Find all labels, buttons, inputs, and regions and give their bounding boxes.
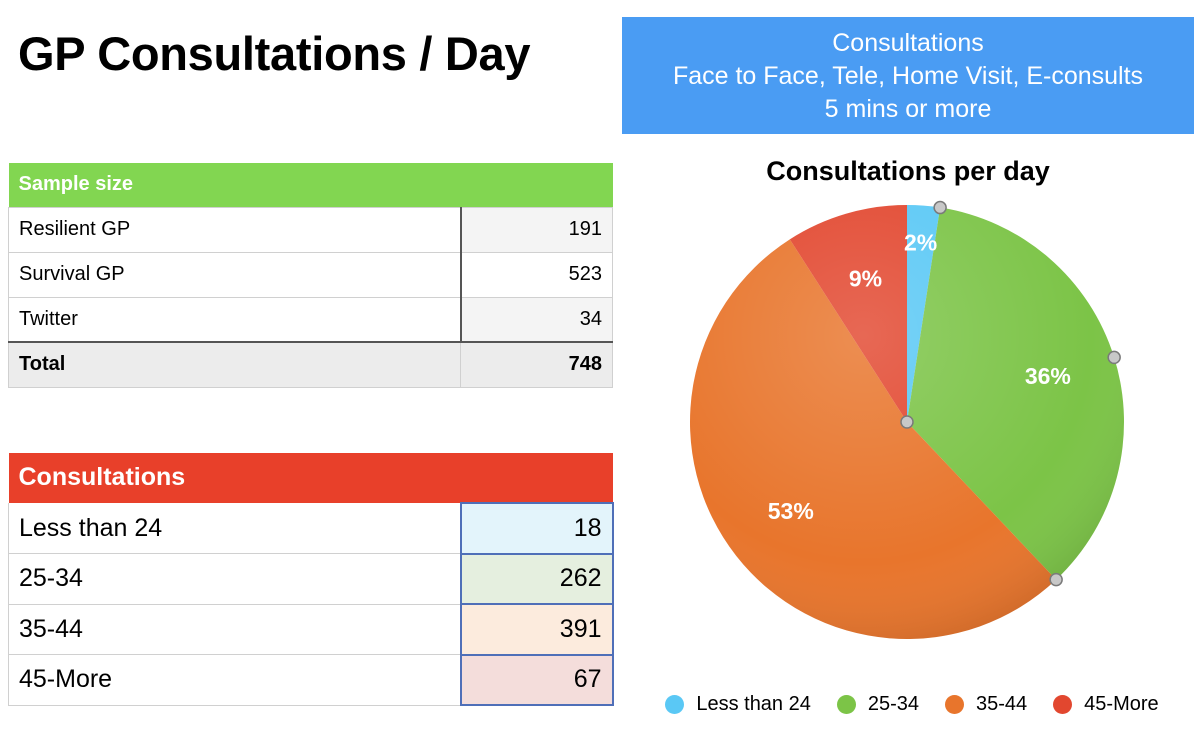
chart-title: Consultations per day [766,156,1050,186]
row-value: 262 [459,552,614,605]
row-label: 45-More [8,654,461,706]
row-label: 35-44 [8,604,461,655]
chart-legend: Less than 24 25-34 35-44 45-More [652,690,1172,718]
legend-swatch [836,694,856,714]
pie-label-25-34: 36% [1025,363,1071,389]
info-line: Consultations [832,29,984,57]
legend-label: 45-More [1084,692,1159,715]
table-row: Resilient GP 191 [8,206,614,253]
selection-handle[interactable] [1049,572,1063,587]
selection-handle[interactable] [933,200,947,215]
info-line: 5 mins or more [824,95,992,123]
row-value: 523 [460,251,614,298]
legend-label: 25-34 [867,692,920,715]
legend-swatch [1053,694,1073,714]
table-row: Less than 24 18 [8,502,614,555]
sample-size-header: Sample size [8,163,613,207]
selection-handle[interactable] [1107,350,1121,365]
page-title: GP Consultations / Day [18,27,531,80]
legend-label: Less than 24 [696,692,811,715]
total-label: Total [8,341,461,388]
row-label: Resilient GP [8,206,462,253]
row-label: Twitter [8,296,462,343]
pie-label-35-44: 53% [768,498,814,524]
consultations-header: Consultations [8,453,613,503]
row-label: 25-34 [8,553,461,605]
table-row: 45-More 67 [8,653,614,706]
total-value: 748 [460,341,614,388]
info-box: Consultations Face to Face, Tele, Home V… [622,17,1194,134]
row-value: 18 [459,502,614,555]
table-row: 35-44 391 [8,603,614,656]
consultations-table: Consultations Less than 24 18 25-34 262 … [8,453,614,706]
pie-label-less-than-24: 2% [904,230,937,256]
info-line: Face to Face, Tele, Home Visit, E-consul… [672,62,1144,90]
legend-swatch [945,694,965,714]
total-row: Total 748 [8,341,614,388]
legend-item-35-44: 35-44 [945,693,1027,716]
legend-item-less-than-24: Less than 24 [665,693,811,716]
table-row: Survival GP 523 [8,251,614,298]
row-value: 191 [460,206,614,253]
table-row: 25-34 262 [8,552,614,605]
pie-chart: 2% 36% 53% 9% [690,200,1124,639]
selection-handle[interactable] [900,415,914,429]
row-value: 391 [459,603,614,656]
legend-item-45-more: 45-More [1053,692,1159,716]
legend-item-25-34: 25-34 [836,692,920,716]
row-label: Less than 24 [8,503,461,554]
row-label: Survival GP [8,251,462,298]
sample-size-table: Sample size Resilient GP 191 Survival GP… [8,163,614,388]
row-value: 67 [459,653,614,706]
pie-label-45-more: 9% [849,265,882,291]
legend-swatch [665,694,685,714]
legend-label: 35-44 [976,692,1028,715]
table-row: Twitter 34 [8,296,614,343]
row-value: 34 [460,296,614,343]
